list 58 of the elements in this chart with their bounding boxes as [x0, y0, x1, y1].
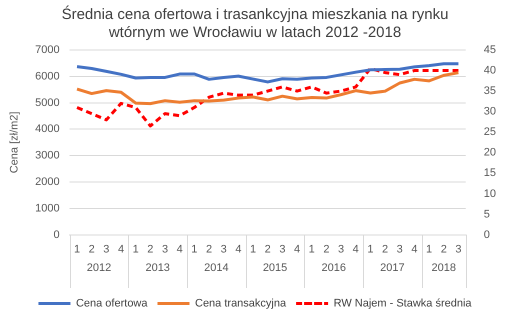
y-tick-label: 2000: [35, 176, 60, 188]
x-tick-label: 3: [103, 243, 110, 256]
text: 2012: [86, 262, 112, 274]
x-tick-label: 3: [279, 243, 286, 256]
text: 2013: [145, 262, 170, 274]
text: 2016: [321, 262, 346, 274]
y-tick-label: 0: [54, 228, 60, 241]
x-tick-label: 3: [396, 243, 403, 256]
y-tick-label: 4000: [35, 123, 60, 136]
y2-tick-label: 35: [484, 85, 496, 98]
legend-label: Cena transakcyjna: [194, 298, 287, 310]
y-tick-label: 7000: [35, 44, 60, 56]
x-tick-label: 2: [323, 243, 330, 256]
x-tick-label: 3: [162, 243, 168, 256]
x-tick-label: 4: [294, 243, 300, 256]
text: 2014: [204, 262, 229, 274]
y-tick-label: 1000: [35, 202, 60, 214]
text: 2017: [380, 262, 405, 274]
x-tick-label: 3: [338, 243, 344, 256]
x-tick-label: 2: [206, 243, 212, 256]
y-tick-label: 6000: [35, 70, 60, 82]
x-tick-label: 4: [352, 243, 359, 256]
y2-tick-label: 30: [484, 106, 496, 118]
legend-label: RW Najem - Stawka średnia: [334, 298, 472, 310]
y2-tick-label: 15: [484, 167, 496, 180]
y2-tick-label: 45: [484, 44, 496, 56]
x-tick-label: 2: [147, 243, 154, 256]
x-tick-label: 1: [250, 243, 256, 256]
x-tick-label: 4: [176, 243, 183, 256]
y2-tick-label: 10: [484, 188, 496, 200]
x-tick-label: 1: [426, 243, 432, 256]
y-tick-label: 3000: [35, 150, 60, 162]
x-tick-label: 3: [455, 243, 462, 256]
y-tick-label: 5000: [35, 96, 60, 109]
y2-tick-label: 20: [484, 146, 496, 159]
x-tick-label: 2: [88, 243, 95, 256]
x-tick-label: 4: [411, 243, 418, 256]
y2-tick-label: 25: [484, 126, 496, 138]
x-tick-label: 1: [191, 243, 198, 256]
x-tick-label: 3: [220, 243, 227, 256]
x-tick-label: 4: [118, 243, 124, 256]
chart-title: Średnia cena ofertowa i trasankcyjna mieszkania na rynku wtórnym we Wrocławiu w latach 2012 -2018: [62, 5, 448, 42]
text: 2018: [432, 262, 456, 274]
text: 2015: [262, 262, 288, 274]
y2-tick-label: 5: [484, 208, 490, 220]
x-tick-label: 1: [367, 243, 374, 256]
x-tick-label: 2: [440, 243, 447, 256]
legend-label: Cena ofertowa: [76, 298, 148, 310]
x-tick-label: 2: [382, 243, 388, 256]
y2-tick-label: 40: [484, 64, 496, 77]
y-axis-title: Cena [zł/m2]: [8, 112, 21, 174]
y2-tick-label: 0: [484, 228, 490, 241]
line-series: [76, 66, 460, 128]
x-tick-label: 2: [264, 243, 271, 256]
x-tick-label: 4: [235, 243, 242, 256]
x-tick-label: 1: [132, 243, 139, 256]
x-tick-label: 1: [308, 243, 315, 256]
x-tick-label: 1: [74, 243, 80, 256]
